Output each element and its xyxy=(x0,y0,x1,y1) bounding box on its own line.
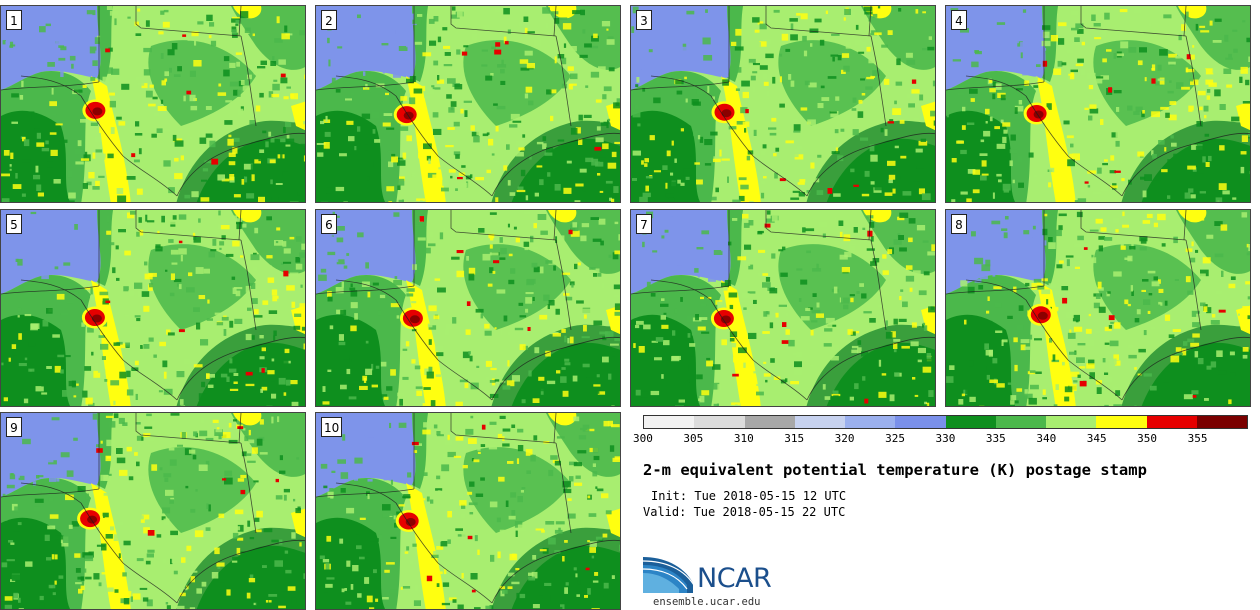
theta-e-map xyxy=(316,210,620,406)
theta-e-map xyxy=(1,6,305,202)
postage-stamp-4: 4 xyxy=(945,5,1251,203)
theta-e-map xyxy=(946,6,1250,202)
colorbar-tick-label: 315 xyxy=(784,432,805,445)
valid-time: Valid: Tue 2018-05-15 22 UTC xyxy=(643,505,846,519)
postage-stamp-1: 1 xyxy=(0,5,306,203)
theta-e-map xyxy=(316,6,620,202)
colorbar-tick-label: 300 xyxy=(633,432,653,445)
ncar-logo-icon xyxy=(643,557,696,593)
postage-stamp-6: 6 xyxy=(315,209,621,407)
site-url[interactable]: ensemble.ucar.edu xyxy=(653,596,761,608)
figure-title: 2-m equivalent potential temperature (K)… xyxy=(643,461,1147,479)
theta-e-map xyxy=(316,413,620,609)
colorbar-swatch xyxy=(845,416,896,428)
colorbar-tick-label: 335 xyxy=(985,432,1006,445)
postage-stamp-10: 10 xyxy=(315,412,621,610)
colorbar xyxy=(643,415,1248,429)
colorbar-labels: 300 305 310 315 320 325 330 335 340 345 350 355 xyxy=(633,432,1260,448)
theta-e-map xyxy=(1,413,305,609)
colorbar-tick-label: 355 xyxy=(1187,432,1208,445)
member-label: 6 xyxy=(321,214,337,234)
colorbar-tick-label: 345 xyxy=(1086,432,1107,445)
colorbar-tick-label: 350 xyxy=(1137,432,1158,445)
member-label: 9 xyxy=(6,417,22,437)
member-label: 5 xyxy=(6,214,22,234)
colorbar-swatch xyxy=(895,416,946,428)
theta-e-map xyxy=(631,6,935,202)
postage-stamp-5: 5 xyxy=(0,209,306,407)
colorbar-swatch xyxy=(644,416,695,428)
postage-stamp-2: 2 xyxy=(315,5,621,203)
theta-e-map xyxy=(631,210,935,406)
colorbar-tick-label: 305 xyxy=(683,432,704,445)
colorbar-tick-label: 330 xyxy=(935,432,956,445)
postage-stamp-8: 8 xyxy=(945,209,1251,407)
colorbar-swatch xyxy=(694,416,745,428)
colorbar-tick-label: 325 xyxy=(885,432,905,445)
member-label: 2 xyxy=(321,10,337,30)
colorbar-swatch xyxy=(744,416,795,428)
member-label: 10 xyxy=(321,417,343,437)
colorbar-swatch xyxy=(794,416,845,428)
colorbar-swatch xyxy=(945,416,996,428)
theta-e-map xyxy=(946,210,1250,406)
colorbar-tick-label: 310 xyxy=(733,432,754,445)
member-label: 3 xyxy=(636,10,652,30)
postage-stamp-3: 3 xyxy=(630,5,936,203)
colorbar-swatch xyxy=(1146,416,1197,428)
theta-e-map xyxy=(1,210,305,406)
colorbar-swatch xyxy=(1096,416,1147,428)
init-time: Init: Tue 2018-05-15 12 UTC xyxy=(651,489,847,503)
member-label: 8 xyxy=(951,214,967,234)
member-label: 4 xyxy=(951,10,967,30)
colorbar-tick-label: 340 xyxy=(1036,432,1057,445)
colorbar-swatch xyxy=(1196,416,1247,428)
member-label: 1 xyxy=(6,10,22,30)
colorbar-tick-label: 320 xyxy=(834,432,855,445)
colorbar-swatch xyxy=(1046,416,1097,428)
postage-stamp-9: 9 xyxy=(0,412,306,610)
postage-stamp-7: 7 xyxy=(630,209,936,407)
colorbar-swatch xyxy=(995,416,1046,428)
member-label: 7 xyxy=(636,214,652,234)
ncar-logo-text: NCAR xyxy=(697,563,772,594)
